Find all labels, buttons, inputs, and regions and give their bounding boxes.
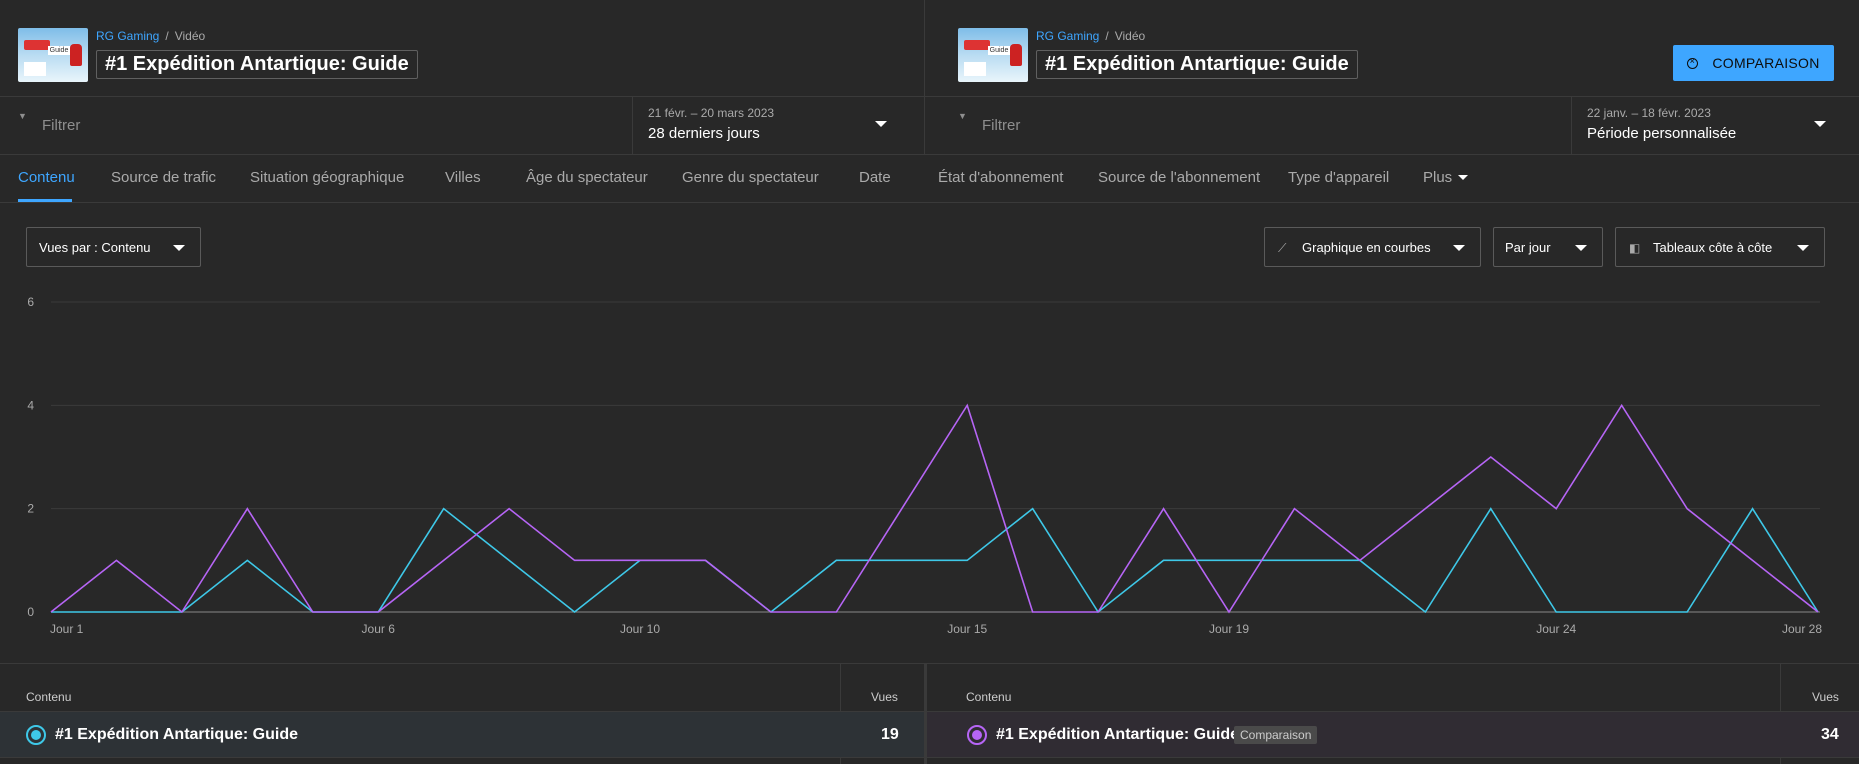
series-line-compare — [50, 403, 1819, 614]
active-tab-indicator — [18, 199, 72, 202]
chart-type-label: Graphique en courbes — [1302, 240, 1431, 255]
interval-label: Par jour — [1505, 240, 1551, 255]
x-tick-label: Jour 24 — [1536, 622, 1576, 636]
date-period-label: Période personnalisée — [1587, 125, 1737, 142]
series-radio-current[interactable] — [26, 725, 46, 745]
table-panel-divider — [924, 664, 927, 764]
compare-button[interactable]: COMPARAISON — [1673, 45, 1834, 81]
date-range-selector-right[interactable]: 22 janv. – 18 févr. 2023 Période personn… — [1571, 97, 1859, 154]
row-views: 19 — [881, 726, 899, 743]
row-title[interactable]: #1 Expédition Antartique: Guide — [55, 726, 298, 743]
tab-more[interactable]: Plus — [1423, 169, 1468, 186]
x-tick-label: Jour 6 — [362, 622, 396, 636]
filter-input-right[interactable]: ▼ Filtrer — [958, 97, 1568, 154]
side-by-side-icon: ◧ — [1629, 241, 1641, 255]
y-tick-label: 6 — [27, 295, 34, 309]
filter-icon: ▼ — [18, 111, 27, 121]
line-chart: 0 2 4 6 Jour 1 Jour 6 Jour 10 Jour 15 Jour 19 Jou… — [27, 295, 1822, 636]
breadcrumb-type: Vidéo — [1114, 29, 1146, 43]
tab-content[interactable]: Contenu — [18, 169, 75, 186]
video-title-selector[interactable]: #1 Expédition Antartique: Guide — [1036, 50, 1358, 79]
x-tick-label: Jour 15 — [947, 622, 987, 636]
chevron-down-icon — [1814, 121, 1826, 127]
panel-divider — [924, 0, 925, 155]
chevron-down-icon — [875, 121, 887, 127]
layout-label: Tableaux côte à côte — [1653, 240, 1773, 255]
video-title-selector[interactable]: #1 Expédition Antartique: Guide — [96, 50, 418, 79]
chevron-down-icon — [1453, 245, 1465, 251]
date-period-label: 28 derniers jours — [648, 125, 760, 142]
filter-icon: ▼ — [958, 111, 967, 121]
breadcrumb-channel-link[interactable]: RG Gaming — [1036, 29, 1100, 43]
date-range-selector-left[interactable]: 21 févr. – 20 mars 2023 28 derniers jour… — [632, 97, 924, 154]
tab-viewer-age[interactable]: Âge du spectateur — [526, 169, 648, 186]
close-circle-icon — [1687, 56, 1699, 69]
row-views: 34 — [1821, 726, 1839, 743]
tab-cities[interactable]: Villes — [445, 169, 481, 186]
header: Guide RG Gaming / Vidéo #1 Expédition Anta… — [0, 0, 1859, 155]
filter-placeholder: Filtrer — [982, 117, 1021, 134]
breadcrumb: RG Gaming / Vidéo — [96, 29, 206, 43]
video-thumbnail[interactable]: Guide — [958, 28, 1028, 82]
dimension-tabs: Contenu Source de trafic Situation géogr… — [0, 155, 1859, 203]
x-tick-label: Jour 1 — [50, 622, 84, 636]
chevron-down-icon — [1797, 245, 1809, 251]
layout-selector[interactable]: ◧ Tableaux côte à côte — [1615, 227, 1825, 267]
table-row[interactable]: #1 Expédition Antartique: Guide Comparai… — [927, 711, 1859, 758]
filter-placeholder: Filtrer — [42, 117, 81, 134]
tab-subscription-source[interactable]: Source de l'abonnement — [1098, 169, 1261, 186]
column-header-content: Contenu — [26, 690, 72, 704]
filter-row: ▼ Filtrer 21 févr. – 20 mars 2023 28 der… — [0, 97, 1859, 155]
y-tick-label: 4 — [27, 398, 34, 412]
x-tick-label: Jour 10 — [620, 622, 660, 636]
date-range-text: 22 janv. – 18 févr. 2023 — [1587, 106, 1711, 120]
column-header-content: Contenu — [966, 690, 1012, 704]
y-tick-label: 0 — [27, 605, 34, 619]
tab-subscription-status[interactable]: État d'abonnement — [938, 169, 1064, 186]
series-line-current — [51, 507, 1819, 614]
tab-viewer-gender[interactable]: Genre du spectateur — [682, 169, 819, 186]
comparison-badge: Comparaison — [1234, 726, 1318, 744]
x-tick-label: Jour 28 — [1782, 622, 1822, 636]
series-radio-compare[interactable] — [967, 725, 987, 745]
results-table: Contenu Vues Contenu Vues #1 Expédition … — [0, 663, 1859, 764]
tab-geography[interactable]: Situation géographique — [250, 169, 405, 186]
filter-input-left[interactable]: ▼ Filtrer — [18, 97, 628, 154]
x-tick-label: Jour 19 — [1209, 622, 1249, 636]
tab-date[interactable]: Date — [859, 169, 891, 186]
tab-traffic-source[interactable]: Source de trafic — [111, 169, 217, 186]
tab-more-label: Plus — [1423, 169, 1453, 186]
tab-device-type[interactable]: Type d'appareil — [1288, 169, 1390, 186]
chevron-down-icon — [1575, 245, 1587, 251]
line-chart-icon: ⟋ — [1278, 241, 1287, 255]
chevron-down-icon — [1458, 175, 1468, 180]
date-range-text: 21 févr. – 20 mars 2023 — [648, 106, 775, 120]
chevron-down-icon — [173, 245, 185, 251]
column-header-views[interactable]: Vues — [1812, 690, 1839, 704]
interval-selector[interactable]: Par jour — [1493, 227, 1603, 267]
breadcrumb-type: Vidéo — [174, 29, 206, 43]
table-row[interactable]: #1 Expédition Antartique: Guide 19 — [0, 711, 924, 758]
compare-button-label: COMPARAISON — [1712, 55, 1820, 71]
y-tick-label: 2 — [27, 502, 34, 516]
metric-selector-label: Vues par : Contenu — [39, 240, 151, 255]
metric-selector[interactable]: Vues par : Contenu — [26, 227, 201, 267]
row-title[interactable]: #1 Expédition Antartique: Guide — [996, 726, 1239, 743]
chart-type-selector[interactable]: ⟋ Graphique en courbes — [1264, 227, 1481, 267]
breadcrumb: RG Gaming / Vidéo — [1036, 29, 1146, 43]
breadcrumb-channel-link[interactable]: RG Gaming — [96, 29, 160, 43]
column-header-views[interactable]: Vues — [871, 690, 898, 704]
video-thumbnail[interactable]: Guide — [18, 28, 88, 82]
